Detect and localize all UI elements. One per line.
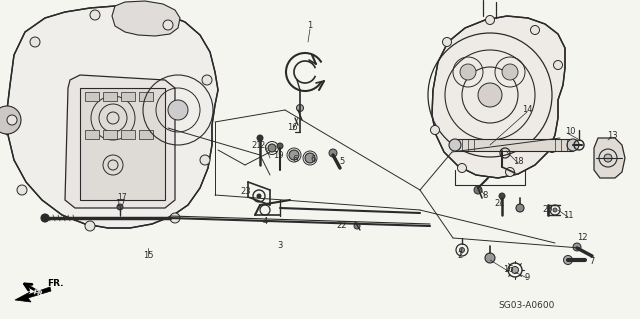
Circle shape <box>604 154 612 162</box>
Text: 6: 6 <box>310 155 316 165</box>
Polygon shape <box>0 108 7 135</box>
Circle shape <box>200 155 210 165</box>
Bar <box>139 130 153 139</box>
Bar <box>103 130 117 139</box>
Text: 7: 7 <box>589 257 595 266</box>
Circle shape <box>460 64 476 80</box>
Circle shape <box>499 193 505 199</box>
Text: 10: 10 <box>564 128 575 137</box>
Polygon shape <box>112 1 180 36</box>
Circle shape <box>90 10 100 20</box>
Circle shape <box>30 37 40 47</box>
Text: 19: 19 <box>273 151 284 160</box>
Circle shape <box>257 194 261 198</box>
Bar <box>85 130 99 139</box>
Circle shape <box>163 20 173 30</box>
Bar <box>121 130 135 139</box>
Text: 6: 6 <box>292 155 298 165</box>
Circle shape <box>531 26 540 34</box>
Text: 3: 3 <box>277 241 283 249</box>
Circle shape <box>554 61 563 70</box>
Polygon shape <box>7 6 218 228</box>
Circle shape <box>168 100 188 120</box>
Circle shape <box>296 105 303 112</box>
Circle shape <box>289 150 299 160</box>
Text: 4: 4 <box>262 218 268 226</box>
Text: 17: 17 <box>115 199 125 209</box>
Text: 21: 21 <box>252 140 262 150</box>
Bar <box>139 92 153 101</box>
Text: 17: 17 <box>117 194 127 203</box>
Circle shape <box>442 38 451 47</box>
Circle shape <box>458 164 467 173</box>
Circle shape <box>449 139 461 151</box>
Text: 13: 13 <box>607 130 618 139</box>
Text: 2: 2 <box>458 250 463 259</box>
Text: 9: 9 <box>524 273 530 283</box>
Circle shape <box>486 16 495 25</box>
Text: 22: 22 <box>337 220 348 229</box>
Circle shape <box>0 106 21 134</box>
Circle shape <box>202 75 212 85</box>
Text: 11: 11 <box>563 211 573 219</box>
Circle shape <box>553 208 557 212</box>
Text: 14: 14 <box>522 106 532 115</box>
Circle shape <box>474 186 482 194</box>
Bar <box>85 92 99 101</box>
Bar <box>103 92 117 101</box>
Text: 16: 16 <box>287 123 298 132</box>
Circle shape <box>511 266 518 273</box>
Polygon shape <box>432 16 565 178</box>
Circle shape <box>573 243 581 251</box>
Circle shape <box>516 204 524 212</box>
Bar <box>455 139 573 151</box>
Bar <box>80 88 165 200</box>
Text: 15: 15 <box>143 251 153 261</box>
Circle shape <box>117 204 123 210</box>
Circle shape <box>567 139 579 151</box>
Text: FR.: FR. <box>47 279 63 288</box>
Text: 16: 16 <box>502 265 513 275</box>
Text: 18: 18 <box>513 158 524 167</box>
Text: 23: 23 <box>241 188 252 197</box>
Text: SG03-A0600: SG03-A0600 <box>498 300 554 309</box>
Circle shape <box>277 143 283 149</box>
Circle shape <box>478 83 502 107</box>
Polygon shape <box>594 138 625 178</box>
Circle shape <box>17 185 27 195</box>
Circle shape <box>506 167 515 176</box>
Circle shape <box>563 256 573 264</box>
Circle shape <box>7 115 17 125</box>
Circle shape <box>41 214 49 222</box>
Text: FR.: FR. <box>32 289 46 297</box>
Circle shape <box>305 153 315 163</box>
Circle shape <box>170 213 180 223</box>
Text: 2: 2 <box>259 140 264 150</box>
Bar <box>121 92 135 101</box>
Polygon shape <box>65 75 175 208</box>
Circle shape <box>460 248 465 253</box>
Text: 8: 8 <box>483 190 488 199</box>
Polygon shape <box>15 287 51 302</box>
Circle shape <box>502 64 518 80</box>
Circle shape <box>354 223 360 229</box>
Circle shape <box>257 135 263 141</box>
Circle shape <box>329 149 337 157</box>
Circle shape <box>485 253 495 263</box>
Text: 5: 5 <box>339 158 344 167</box>
Circle shape <box>431 125 440 135</box>
Text: 21: 21 <box>495 199 505 209</box>
Text: 1: 1 <box>307 21 312 31</box>
Circle shape <box>85 221 95 231</box>
Text: 20: 20 <box>543 205 553 214</box>
Circle shape <box>547 144 557 152</box>
Text: 12: 12 <box>577 234 588 242</box>
Circle shape <box>268 144 276 152</box>
